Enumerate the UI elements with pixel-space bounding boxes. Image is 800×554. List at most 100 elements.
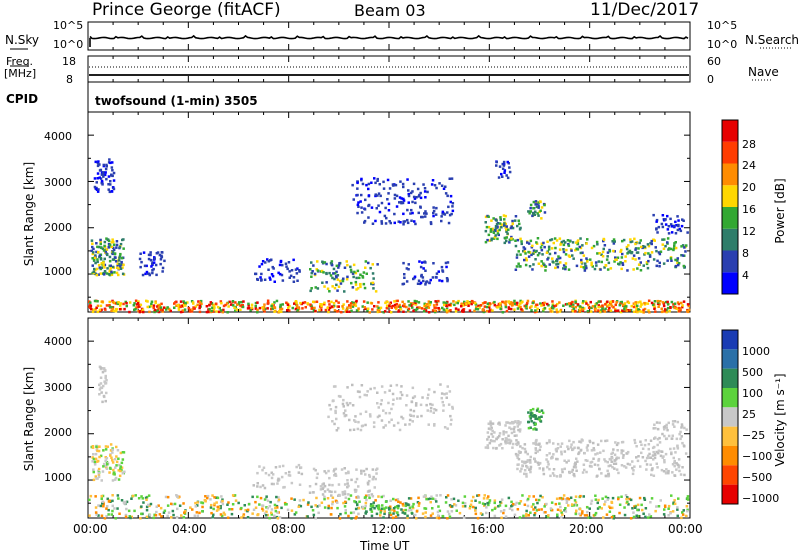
power-scatter xyxy=(109,183,112,186)
velocity-ground-scatter xyxy=(504,515,508,518)
velocity-scatter xyxy=(109,454,112,457)
power-scatter xyxy=(269,278,272,281)
power-ground-scatter xyxy=(559,308,563,312)
power-ground-scatter xyxy=(213,306,216,309)
velocity-scatter xyxy=(396,421,400,425)
velocity-ground-scatter xyxy=(206,494,210,498)
velocity-ground-scatter xyxy=(434,498,437,501)
velocity-ground-scatter xyxy=(593,513,597,517)
velocity-scatter xyxy=(515,434,518,437)
velocity-ground-scatter xyxy=(516,508,520,511)
power-scatter xyxy=(596,252,599,255)
power-ground-scatter xyxy=(526,299,530,303)
power-scatter xyxy=(419,196,423,200)
power-scatter xyxy=(434,213,438,216)
velocity-ground-scatter xyxy=(382,494,385,498)
power-scatter xyxy=(118,245,122,249)
power-scatter xyxy=(148,273,151,277)
velocity-scatter xyxy=(685,428,688,431)
power-ground-scatter xyxy=(241,304,244,307)
power-scatter xyxy=(669,223,673,226)
velocity-ground-scatter xyxy=(594,494,597,497)
velocity-scatter xyxy=(321,493,325,496)
velocity-ground-scatter xyxy=(578,512,581,516)
power-scatter xyxy=(571,241,575,244)
power-scatter xyxy=(585,257,588,260)
power-scatter xyxy=(451,202,455,205)
power-scatter xyxy=(316,260,319,263)
power-scatter xyxy=(358,283,362,286)
velocity-ground-scatter xyxy=(648,513,651,516)
power-scatter xyxy=(564,265,567,269)
power-scatter xyxy=(494,234,497,237)
velocity-scatter xyxy=(633,465,636,468)
velocity-scatter xyxy=(359,428,363,432)
power-scatter xyxy=(91,245,94,249)
velocity-ground-scatter xyxy=(659,499,662,502)
power-ground-scatter xyxy=(145,299,148,303)
power-scatter xyxy=(356,287,360,290)
velocity-ground-scatter xyxy=(212,507,215,511)
power-ground-scatter xyxy=(635,308,638,311)
velocity-ground-scatter xyxy=(559,509,562,512)
power-ground-scatter xyxy=(680,301,683,305)
power-ground-scatter xyxy=(220,301,223,305)
velocity-ground-scatter xyxy=(101,500,104,503)
velocity-scatter xyxy=(354,415,357,418)
power-scatter xyxy=(646,266,650,270)
velocity-ground-scatter xyxy=(585,514,589,517)
power-scatter xyxy=(289,274,293,278)
power-scatter xyxy=(412,195,416,199)
velocity-ground-scatter xyxy=(274,509,278,513)
power-scatter xyxy=(442,187,446,190)
power-ground-scatter xyxy=(568,304,572,308)
velocity-ground-scatter xyxy=(256,495,259,499)
velocity-scatter xyxy=(617,471,620,475)
power-colorbar-cell xyxy=(722,250,738,273)
velocity-ground-scatter xyxy=(493,499,497,502)
power-scatter xyxy=(449,194,453,198)
power-scatter xyxy=(161,266,165,270)
velocity-ground-scatter xyxy=(100,497,103,500)
power-scatter xyxy=(271,274,275,278)
power-ground-scatter xyxy=(519,299,522,303)
velocity-scatter xyxy=(431,403,434,407)
power-ground-scatter xyxy=(611,300,615,303)
velocity-scatter xyxy=(651,454,655,457)
power-scatter xyxy=(98,255,101,259)
power-ground-scatter xyxy=(152,306,155,310)
velocity-scatter xyxy=(683,426,686,430)
power-ground-scatter xyxy=(262,308,265,311)
velocity-ground-scatter xyxy=(246,509,249,513)
power-scatter xyxy=(553,237,557,240)
velocity-ground-scatter xyxy=(338,517,342,520)
velocity-scatter xyxy=(102,465,105,468)
velocity-scatter xyxy=(663,434,666,438)
velocity-scatter xyxy=(299,466,303,469)
power-ground-scatter xyxy=(395,303,398,306)
velocity-ground-scatter xyxy=(347,514,350,518)
velocity-scatter xyxy=(525,464,528,468)
velocity-ground-scatter xyxy=(273,503,277,507)
power-ground-scatter xyxy=(399,306,402,309)
power-ground-scatter xyxy=(542,303,546,307)
power-ground-scatter xyxy=(137,309,140,313)
power-scatter xyxy=(116,264,119,267)
velocity-scatter xyxy=(94,452,98,456)
velocity-ground-scatter xyxy=(231,503,235,506)
velocity-scatter xyxy=(365,394,368,397)
power-scatter xyxy=(647,252,650,255)
power-scatter xyxy=(450,212,453,216)
power-scatter xyxy=(504,214,507,218)
velocity-scatter xyxy=(521,460,524,463)
power-scatter xyxy=(336,289,339,292)
power-scatter xyxy=(121,266,124,269)
nsky-label: N.Sky xyxy=(5,33,40,47)
velocity-ground-scatter xyxy=(273,514,276,517)
power-scatter xyxy=(669,217,672,221)
power-ytick-4000: 4000 xyxy=(44,130,72,143)
velocity-ground-scatter xyxy=(461,501,465,505)
velocity-ground-scatter xyxy=(550,508,554,512)
power-ground-scatter xyxy=(136,306,139,309)
power-ground-scatter xyxy=(200,302,203,306)
